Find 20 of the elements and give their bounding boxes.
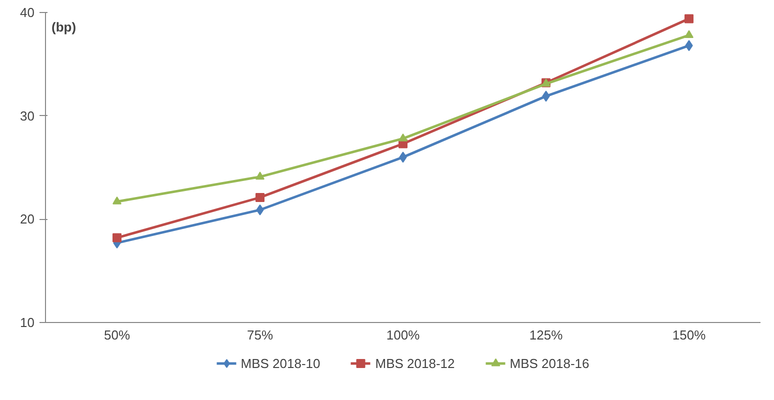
point <box>398 133 408 142</box>
x-tick-label: 150% <box>672 328 706 342</box>
legend-label: MBS 2018-16 <box>510 356 590 370</box>
y-tick-label: 10 <box>20 315 35 330</box>
y-tick-label: 30 <box>20 108 35 124</box>
y-tick-label: 20 <box>20 212 35 227</box>
point <box>112 233 122 242</box>
x-tick-label: 50% <box>104 328 130 342</box>
y-axis-title: (bp) <box>52 20 76 34</box>
point <box>684 30 694 38</box>
point <box>684 14 694 24</box>
x-tick-label: 100% <box>386 328 420 342</box>
legend-label: MBS 2018-12 <box>375 356 455 370</box>
x-tick-label: 125% <box>529 328 564 342</box>
point <box>112 196 122 204</box>
legend-label: MBS 2018-10 <box>240 356 320 370</box>
y-tick-label: 40 <box>20 5 35 20</box>
x-tick-label: 75% <box>246 328 274 342</box>
point <box>256 192 264 202</box>
point <box>256 172 264 180</box>
